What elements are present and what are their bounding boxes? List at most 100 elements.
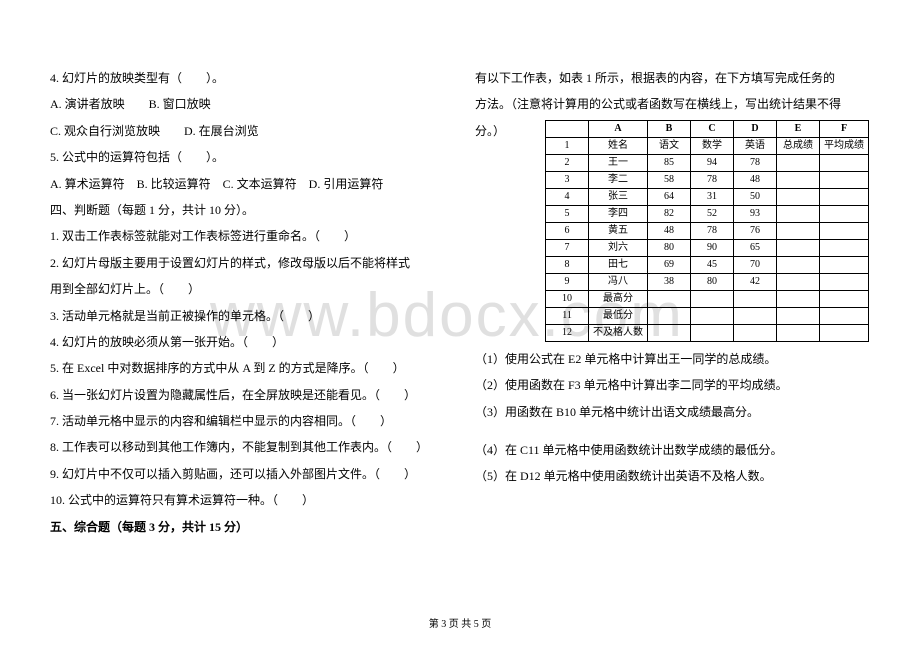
table-cell: 英语 xyxy=(734,137,777,154)
judge-2a: 2. 幻灯片母版主要用于设置幻灯片的样式，修改母版以后不能将样式 xyxy=(50,250,445,276)
table-cell: 69 xyxy=(648,256,691,273)
table-cell xyxy=(777,290,820,307)
task-3: （3）用函数在 B10 单元格中统计出语文成绩最高分。 xyxy=(475,399,870,425)
table-cell: 78 xyxy=(691,171,734,188)
table-cell: 38 xyxy=(648,273,691,290)
table-cell xyxy=(777,171,820,188)
table-header-cell: F xyxy=(820,120,869,137)
table-cell: 58 xyxy=(648,171,691,188)
question-4-opts-a: A. 演讲者放映 B. 窗口放映 xyxy=(50,91,445,117)
table-cell: 10 xyxy=(546,290,589,307)
table-header-cell: E xyxy=(777,120,820,137)
table-cell: 78 xyxy=(691,222,734,239)
table-cell: 2 xyxy=(546,154,589,171)
table-cell: 3 xyxy=(546,171,589,188)
table-header-cell: A xyxy=(589,120,648,137)
table-cell: 最低分 xyxy=(589,307,648,324)
table-cell xyxy=(777,273,820,290)
table-cell: 数学 xyxy=(691,137,734,154)
table-cell: 冯八 xyxy=(589,273,648,290)
table-cell: 李二 xyxy=(589,171,648,188)
table-cell: 76 xyxy=(734,222,777,239)
table-cell: 平均成绩 xyxy=(820,137,869,154)
table-cell: 不及格人数 xyxy=(589,324,648,341)
table-cell xyxy=(777,324,820,341)
table-row: 7刘六809065 xyxy=(546,239,869,256)
table-cell: 最高分 xyxy=(589,290,648,307)
judge-10: 10. 公式中的运算符只有算术运算符一种。（ ） xyxy=(50,487,445,513)
table-cell: 82 xyxy=(648,205,691,222)
table-cell xyxy=(734,307,777,324)
table-cell xyxy=(691,307,734,324)
table-cell xyxy=(820,171,869,188)
table-cell xyxy=(820,307,869,324)
table-cell xyxy=(820,256,869,273)
table-row: 6黄五487876 xyxy=(546,222,869,239)
table-cell xyxy=(820,154,869,171)
table-cell xyxy=(820,273,869,290)
table-cell: 85 xyxy=(648,154,691,171)
table-row: 12不及格人数 xyxy=(546,324,869,341)
judge-5: 5. 在 Excel 中对数据排序的方式中从 A 到 Z 的方式是降序。（ ） xyxy=(50,355,445,381)
table-cell: 1 xyxy=(546,137,589,154)
judge-9: 9. 幻灯片中不仅可以插入剪贴画，还可以插入外部图片文件。（ ） xyxy=(50,461,445,487)
table-cell: 7 xyxy=(546,239,589,256)
table-cell: 总成绩 xyxy=(777,137,820,154)
table-row: 4张三643150 xyxy=(546,188,869,205)
judge-6: 6. 当一张幻灯片设置为隐藏属性后，在全屏放映是还能看见。（ ） xyxy=(50,382,445,408)
table-cell: 80 xyxy=(691,273,734,290)
table-cell: 50 xyxy=(734,188,777,205)
left-column: 4. 幻灯片的放映类型有（ ）。 A. 演讲者放映 B. 窗口放映 C. 观众自… xyxy=(50,65,465,540)
table-row: 5李四825293 xyxy=(546,205,869,222)
task-1: （1）使用公式在 E2 单元格中计算出王一同学的总成绩。 xyxy=(475,346,870,372)
task-2: （2）使用函数在 F3 单元格中计算出李二同学的平均成绩。 xyxy=(475,372,870,398)
spacer xyxy=(475,425,870,437)
table-cell xyxy=(777,256,820,273)
table-cell xyxy=(820,239,869,256)
judge-3: 3. 活动单元格就是当前正被操作的单元格。（ ） xyxy=(50,303,445,329)
table-cell xyxy=(648,290,691,307)
table-cell xyxy=(820,222,869,239)
judge-7: 7. 活动单元格中显示的内容和编辑栏中显示的内容相同。（ ） xyxy=(50,408,445,434)
task-4: （4）在 C11 单元格中使用函数统计出数学成绩的最低分。 xyxy=(475,437,870,463)
table-cell xyxy=(777,188,820,205)
table-row: 11最低分 xyxy=(546,307,869,324)
table-cell: 9 xyxy=(546,273,589,290)
intro-line-1: 有以下工作表，如表 1 所示，根据表的内容，在下方填写完成任务的 xyxy=(475,65,870,91)
table-cell: 94 xyxy=(691,154,734,171)
table-cell: 张三 xyxy=(589,188,648,205)
table-cell: 48 xyxy=(648,222,691,239)
table-cell: 31 xyxy=(691,188,734,205)
table-cell: 12 xyxy=(546,324,589,341)
question-4-opts-b: C. 观众自行浏览放映 D. 在展台浏览 xyxy=(50,118,445,144)
question-5-opts: A. 算术运算符 B. 比较运算符 C. 文本运算符 D. 引用运算符 xyxy=(50,171,445,197)
judge-8: 8. 工作表可以移动到其他工作簿内，不能复制到其他工作表内。（ ） xyxy=(50,434,445,460)
score-table: ABCDEF 1姓名语文数学英语总成绩平均成绩2王一8594783李二58784… xyxy=(545,120,869,342)
table-row: 1姓名语文数学英语总成绩平均成绩 xyxy=(546,137,869,154)
intro-line-2: 方法。（注意将计算用的公式或者函数写在横线上，写出统计结果不得 xyxy=(475,91,870,117)
table-cell: 8 xyxy=(546,256,589,273)
table-row: 8田七694570 xyxy=(546,256,869,273)
table-header-cell: B xyxy=(648,120,691,137)
table-header-cell: D xyxy=(734,120,777,137)
table-cell: 语文 xyxy=(648,137,691,154)
judge-4: 4. 幻灯片的放映必须从第一张开始。（ ） xyxy=(50,329,445,355)
table-cell: 64 xyxy=(648,188,691,205)
table-row: 2王一859478 xyxy=(546,154,869,171)
table-cell xyxy=(820,290,869,307)
table-cell xyxy=(820,205,869,222)
table-cell xyxy=(648,324,691,341)
page-content: 4. 幻灯片的放映类型有（ ）。 A. 演讲者放映 B. 窗口放映 C. 观众自… xyxy=(0,0,920,560)
table-cell: 6 xyxy=(546,222,589,239)
table-cell xyxy=(777,307,820,324)
table-cell: 93 xyxy=(734,205,777,222)
table-cell xyxy=(820,188,869,205)
table-cell: 4 xyxy=(546,188,589,205)
table-cell: 65 xyxy=(734,239,777,256)
table-cell: 李四 xyxy=(589,205,648,222)
table-cell xyxy=(820,324,869,341)
table-cell xyxy=(777,205,820,222)
table-cell xyxy=(777,154,820,171)
table-cell: 45 xyxy=(691,256,734,273)
table-cell xyxy=(777,239,820,256)
